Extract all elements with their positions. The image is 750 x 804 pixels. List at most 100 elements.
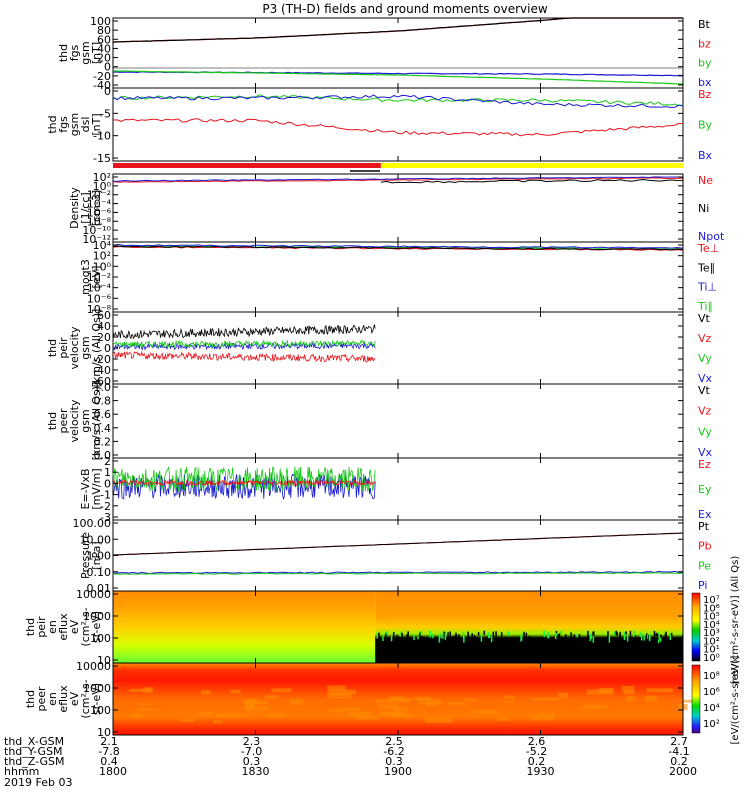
- footer-hhmm-value: 1830: [242, 765, 270, 778]
- ylabel-line: [nT]: [90, 113, 103, 135]
- spectrogram-speckle: [406, 633, 408, 638]
- spectrogram-speckle: [643, 635, 645, 641]
- ylabel-line: sr-eV): [90, 611, 103, 643]
- spectrogram-speckle: [648, 633, 651, 642]
- spectrogram-speckle: [660, 634, 662, 638]
- spectrogram-speckle: [507, 631, 510, 637]
- efield-ylabel: E=-VxB[mV/m]: [79, 468, 103, 509]
- temperature-panel-frame: [112, 241, 684, 313]
- footer-row-label: thd_X-GSM: [4, 735, 64, 748]
- spectrogram-speckle: [623, 631, 626, 640]
- ylabel-line: velocity: [68, 399, 81, 442]
- ylabel-line: eflux: [57, 685, 70, 713]
- spectrogram-speckle: [462, 632, 465, 639]
- spectrogram-speckle: [432, 633, 434, 639]
- spectrogram-speckle: [136, 708, 159, 711]
- y-tick-label: 60: [97, 309, 111, 322]
- ylabel-line: (cm²-s-: [79, 607, 92, 646]
- spectrogram-speckle: [581, 704, 607, 709]
- legend-pe: Pe: [698, 559, 711, 572]
- spectrogram-speckle: [392, 713, 412, 718]
- y-tick-label: 100: [90, 632, 111, 645]
- spectrogram-speckle: [547, 632, 549, 639]
- spectrogram-speckle: [492, 631, 495, 640]
- legend-vy: Vy: [698, 425, 712, 438]
- colorbar-tick-label: 10¹: [703, 645, 720, 656]
- y-tick-label: -20: [93, 70, 111, 83]
- colorbar-tick-label: 10⁴: [703, 703, 720, 714]
- spectrogram-speckle: [657, 635, 660, 644]
- spectrogram-speckle: [639, 632, 642, 637]
- spectrogram-speckle: [647, 634, 649, 639]
- spectrogram-speckle: [619, 634, 621, 640]
- footer-hhmm-value: 1930: [527, 765, 555, 778]
- y-tick-label: 10⁻¹²: [82, 233, 111, 246]
- fgs-gsm-panel-frame: [112, 17, 684, 89]
- spectrogram-speckle: [576, 634, 578, 638]
- y-tick-label: 10⁰: [93, 260, 112, 273]
- ylabel-line: [mV/m]: [90, 468, 103, 509]
- y-tick-label: -40: [93, 79, 111, 92]
- spectrogram-speckle: [212, 720, 223, 724]
- spectrogram-speckle: [669, 632, 672, 641]
- velocity-trace: [112, 350, 376, 363]
- spectrogram-speckle: [503, 695, 516, 699]
- ylabel-line: (cm²-s-: [79, 679, 92, 718]
- spectrogram-speckle: [629, 630, 632, 637]
- spectrogram-speckle: [396, 634, 398, 643]
- spectrogram-speckle: [490, 636, 493, 643]
- y-tick-label: 0.2: [94, 435, 112, 448]
- legend-vz: Vz: [698, 405, 712, 418]
- spectrogram-speckle: [664, 633, 667, 641]
- y-tick-label: -5: [100, 107, 111, 120]
- spectrogram-speckle: [139, 702, 149, 706]
- efield-trace: [112, 478, 376, 487]
- spectrogram-speckle: [327, 709, 345, 712]
- spectrogram-speckle: [452, 635, 454, 643]
- efield-trace: [112, 473, 376, 501]
- spectrogram-speckle: [623, 691, 635, 695]
- ylabel-line: gsm: [68, 113, 81, 136]
- colorbar-tick-label: 10³: [703, 628, 720, 639]
- footer-row-label: thd_Z-GSM: [4, 755, 64, 768]
- spectrogram-speckle: [504, 700, 515, 703]
- spectrogram-speckle: [413, 635, 415, 641]
- y-tick-label: -1: [100, 489, 111, 502]
- legend-ti⊥: Ti⊥: [697, 281, 717, 294]
- ylabel-line: gsm: [79, 336, 92, 359]
- footer-z-value: 0.2: [670, 755, 688, 768]
- colorbar-tick-label: 10⁴: [703, 620, 720, 631]
- spectrogram-speckle: [355, 716, 378, 720]
- y-tick-label: 10⁻²: [87, 271, 111, 284]
- ylabel-line: thd: [46, 115, 59, 133]
- legend-pi: Pi: [698, 579, 707, 592]
- spectrogram-speckle: [429, 630, 432, 638]
- spectrogram-speckle: [560, 630, 562, 635]
- ylabel-line: Density: [68, 187, 81, 229]
- y-tick-label: -2: [100, 500, 111, 513]
- spectrogram-speckle: [419, 634, 422, 640]
- legend-vz: Vz: [698, 332, 712, 345]
- y-tick-label: -20: [93, 353, 111, 366]
- ylabel-line: [cm-3]: [90, 190, 103, 226]
- spectrogram-speckle: [425, 717, 453, 723]
- spectrogram-speckle: [616, 632, 619, 636]
- spectrogram-speckle: [528, 635, 531, 642]
- ylabel-line: E=-VxB: [79, 468, 92, 509]
- ylabel-line: fgs: [68, 44, 81, 61]
- footer-y-value: -6.2: [383, 745, 404, 758]
- spectrogram-speckle: [496, 717, 510, 721]
- spectrogram-speckle: [327, 685, 346, 691]
- spectrogram-speckle: [392, 707, 409, 711]
- legend-by: By: [698, 119, 713, 132]
- spectrogram-speckle: [376, 632, 378, 639]
- spectrogram-speckle: [131, 713, 142, 719]
- y-tick-label: 0: [104, 61, 111, 74]
- spectrogram-speckle: [558, 635, 561, 643]
- spectrogram-speckle: [477, 632, 480, 636]
